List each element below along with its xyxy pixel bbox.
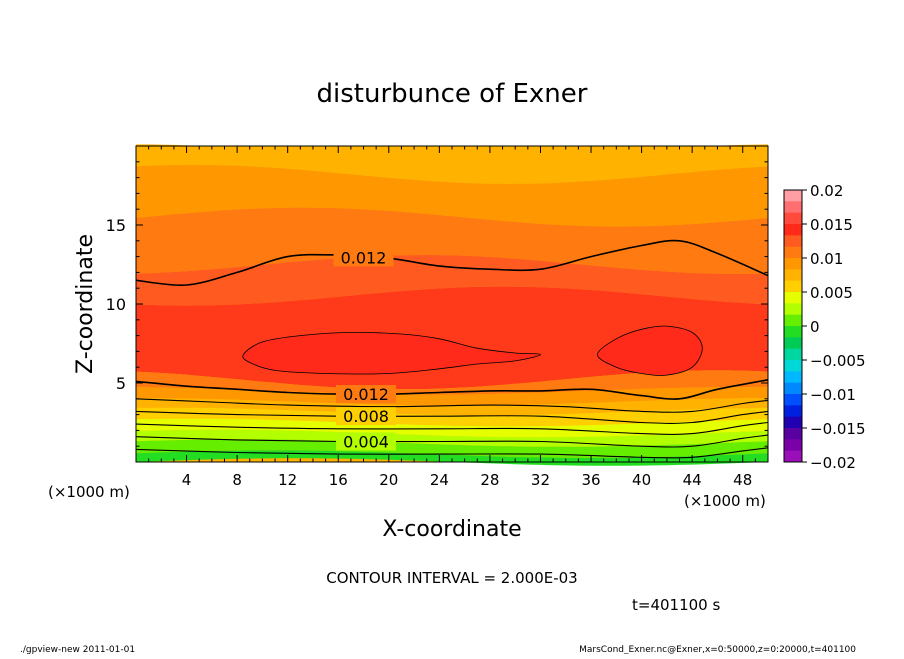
- colorbar-cell: [784, 337, 802, 350]
- field-band-8: [136, 407, 768, 427]
- y-axis-ticks: 5 10 15: [106, 161, 768, 447]
- contour-label-2: 0.008: [343, 407, 389, 426]
- colorbar-cell: [784, 212, 802, 225]
- colorbar-tick-label: 0.02: [810, 182, 843, 200]
- x-tick-label: 36: [581, 471, 600, 489]
- colorbar-tick-label: −0.02: [810, 454, 856, 472]
- x-tick-label: 28: [480, 471, 499, 489]
- colorbar-tick-label: −0.005: [810, 352, 866, 370]
- field-band-7: [136, 398, 768, 416]
- x-unit-right: (×1000 m): [684, 492, 766, 510]
- max-regions: [242, 325, 703, 376]
- colorbar-cell: [784, 360, 802, 372]
- colorbar-cell: [784, 348, 802, 361]
- colorbar-cell: [784, 450, 802, 463]
- contour-label-bg-2: [336, 407, 397, 426]
- colorbar-cell: [784, 258, 802, 270]
- colorbar-ticks: 0.02 0.015 0.01 0.005 0 −0.005 −0.01 −0.015 −0.0…: [802, 182, 866, 472]
- x-unit-left: (×1000 m): [48, 483, 130, 501]
- contour-label-3: 0.004: [343, 432, 389, 451]
- colorbar-cell: [784, 326, 802, 338]
- colorbar: [783, 189, 803, 463]
- colorbar-cell: [784, 371, 802, 384]
- field-band-9: [136, 418, 768, 438]
- colorbar-cell: [784, 416, 802, 429]
- field-bands: [136, 144, 768, 466]
- field-band-5: [136, 370, 768, 395]
- contour-line-6: [135, 447, 769, 459]
- field-band-0: [136, 144, 768, 184]
- field-band-3: [136, 255, 768, 306]
- colorbar-cell: [784, 246, 802, 259]
- field-band-10: [136, 429, 768, 447]
- y-tick-label: 5: [116, 374, 126, 393]
- x-tick-label: 48: [733, 471, 752, 489]
- x-tick-label: 4: [182, 471, 192, 489]
- colorbar-cell: [784, 280, 802, 293]
- x-tick-label: 40: [632, 471, 651, 489]
- colorbar-cell: [784, 235, 802, 248]
- colorbar-cell: [784, 382, 802, 395]
- footer-right: MarsCond_Exner.nc@Exner,x=0:50000,z=0:20…: [579, 645, 856, 654]
- contour-label-0: 0.012: [341, 248, 387, 267]
- time-label: t=401100 s: [632, 596, 720, 614]
- contour-label-bg-0: [333, 248, 394, 267]
- max-region-0: [242, 331, 541, 375]
- chart-title: disturbunce of Exner: [317, 79, 588, 109]
- contour-lines: [135, 239, 769, 459]
- x-tick-label: 24: [430, 471, 449, 489]
- y-tick-label: 10: [106, 295, 126, 314]
- x-tick-label: 32: [531, 471, 550, 489]
- y-tick-label: 15: [106, 216, 126, 235]
- x-tick-label: 8: [232, 471, 242, 489]
- colorbar-tick-label: 0.005: [810, 284, 853, 302]
- x-tick-label: 20: [379, 471, 398, 489]
- x-axis-label: X-coordinate: [382, 517, 521, 542]
- field-band-2: [136, 207, 768, 274]
- contour-line-2: [135, 398, 769, 413]
- field-band-1: [136, 165, 768, 227]
- contour-line-5: [135, 434, 769, 448]
- x-tick-label: 16: [329, 471, 348, 489]
- contour-label-bg-1: [336, 385, 397, 404]
- field-band-11: [136, 439, 768, 458]
- contour-line-1: [135, 379, 769, 400]
- contour-interval: CONTOUR INTERVAL = 2.000E-03: [326, 569, 577, 587]
- colorbar-cell: [784, 292, 802, 304]
- colorbar-tick-label: 0: [810, 318, 820, 336]
- colorbar-tick-label: −0.01: [810, 386, 856, 404]
- x-tick-label: 12: [278, 471, 297, 489]
- x-axis-ticks: 4 8 12 16 20 24 28 32 36 40 44 48: [148, 146, 756, 489]
- contour-line-3: [135, 410, 769, 424]
- colorbar-tick-label: 0.015: [810, 216, 853, 234]
- contour-line-4: [135, 421, 769, 435]
- colorbar-cell: [784, 439, 802, 452]
- colorbar-cell: [784, 428, 802, 440]
- plot-area: 0.012 0.012 0.008 0.004: [135, 144, 769, 466]
- colorbar-cell: [784, 224, 802, 236]
- colorbar-cell: [784, 394, 802, 406]
- contour-line-0: [135, 239, 769, 287]
- colorbar-cell: [784, 303, 802, 316]
- colorbar-cell: [784, 269, 802, 282]
- contour-label-bg-3: [336, 432, 397, 451]
- contour-labels: 0.012 0.012 0.008 0.004: [333, 248, 397, 451]
- colorbar-cell: [784, 201, 802, 214]
- colorbar-tick-label: 0.01: [810, 250, 843, 268]
- colorbar-cell: [784, 314, 802, 327]
- x-tick-label: 44: [683, 471, 702, 489]
- colorbar-tick-label: −0.015: [810, 420, 866, 438]
- contour-label-1: 0.012: [343, 385, 389, 404]
- max-region-1: [596, 325, 703, 376]
- colorbar-cell: [784, 190, 802, 202]
- y-axis-label: Z-coordinate: [73, 234, 98, 374]
- footer-left: ./gpview-new 2011-01-01: [20, 645, 135, 654]
- colorbar-cell: [784, 405, 802, 418]
